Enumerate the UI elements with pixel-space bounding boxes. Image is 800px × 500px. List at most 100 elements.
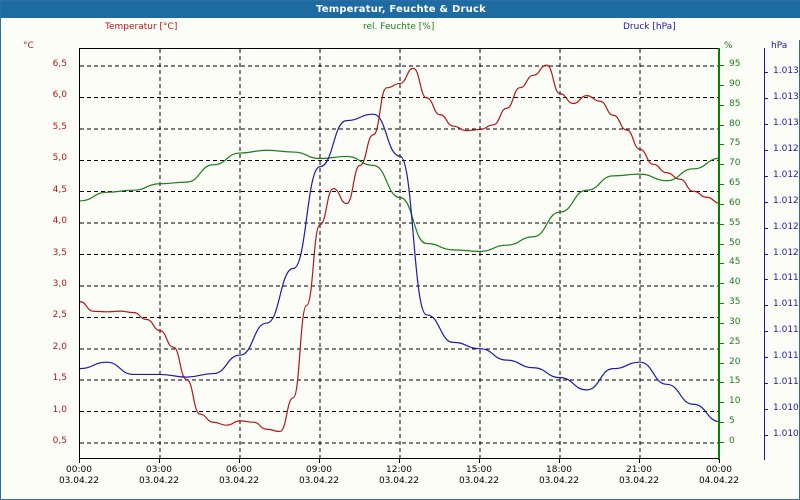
x-axis-date: 03.04.22 — [138, 476, 180, 486]
pressure-axis-tick: 1.010 — [773, 403, 799, 414]
x-axis-tick-mark — [719, 459, 720, 463]
humidity-axis-tick: 55 — [729, 217, 741, 228]
humidity-tick-mark — [720, 442, 724, 443]
pressure-tick-mark — [764, 98, 768, 99]
humidity-axis-tick: 0 — [729, 436, 735, 446]
humidity-tick-mark — [720, 402, 724, 403]
axis-unit-hpa: hPa — [771, 41, 788, 51]
humidity-axis-tick: 15 — [729, 376, 741, 387]
humidity-tick-mark — [720, 125, 724, 126]
axis-unit-percent: % — [724, 41, 733, 51]
humidity-tick-mark — [720, 363, 724, 364]
humidity-line — [79, 149, 721, 252]
humidity-tick-mark — [720, 343, 724, 344]
pressure-axis-tick: 1.013 — [773, 66, 799, 76]
axis-unit-celsius: °C — [23, 41, 34, 51]
pressure-tick-mark — [764, 383, 768, 384]
x-axis-time: 12:00 — [386, 465, 412, 475]
humidity-axis-tick: 10 — [729, 396, 741, 407]
pressure-axis-tick: 1.011 — [773, 273, 799, 284]
pressure-axis-tick: 1.011 — [773, 325, 799, 336]
x-axis-label: 03:00 03.04.22 — [129, 465, 189, 487]
humidity-axis-tick: 25 — [729, 336, 741, 347]
pressure-tick-mark — [764, 176, 768, 177]
x-axis-time: 06:00 — [226, 465, 252, 475]
pressure-axis-tick: 1.012 — [773, 169, 799, 180]
humidity-tick-mark — [720, 303, 724, 304]
pressure-tick-mark — [764, 331, 768, 332]
pressure-tick-mark — [764, 305, 768, 306]
pressure-tick-mark — [764, 279, 768, 280]
x-axis-label: 00:00 04.04.22 — [689, 465, 749, 487]
humidity-tick-mark — [720, 323, 724, 324]
pressure-tick-mark — [764, 435, 768, 436]
humidity-tick-mark — [720, 65, 724, 66]
x-axis-time: 21:00 — [626, 465, 652, 475]
temp-axis-tick: 2,0 — [52, 341, 67, 352]
x-axis-label: 18:00 03.04.22 — [529, 465, 589, 487]
pressure-axis-tick: 1.011 — [773, 299, 799, 310]
humidity-axis-tick: 75 — [729, 138, 741, 149]
x-axis-label: 15:00 03.04.22 — [449, 465, 509, 487]
x-axis-label: 09:00 03.04.22 — [289, 465, 349, 487]
pressure-axis-tick: 1.011 — [773, 377, 799, 388]
pressure-tick-mark — [764, 409, 768, 410]
window-title-bar: Temperatur, Feuchte & Druck — [1, 1, 800, 18]
pressure-tick-mark — [764, 254, 768, 255]
x-axis-time: 03:00 — [146, 465, 172, 475]
humidity-axis-tick: 65 — [729, 178, 741, 189]
x-axis-label: 21:00 03.04.22 — [609, 465, 669, 487]
temp-axis-tick: 6,5 — [52, 59, 67, 69]
humidity-axis-tick: 30 — [729, 316, 741, 327]
humidity-axis-tick: 90 — [729, 78, 741, 89]
x-axis-date: 03.04.22 — [298, 476, 340, 486]
pressure-tick-mark — [764, 150, 768, 151]
temp-axis-tick: 1,5 — [52, 373, 67, 384]
page-title: Temperatur, Feuchte & Druck — [316, 4, 486, 15]
humidity-axis-line — [718, 48, 720, 460]
chart-svg — [79, 49, 721, 460]
humidity-tick-mark — [720, 184, 724, 185]
x-axis-label: 00:00 03.04.22 — [49, 465, 109, 487]
humidity-axis-tick: 45 — [729, 257, 741, 268]
plot-area — [79, 48, 721, 460]
x-axis-date: 03.04.22 — [618, 476, 660, 486]
temp-axis-tick: 2,5 — [52, 310, 67, 321]
humidity-tick-mark — [720, 105, 724, 106]
temp-axis-tick: 3,0 — [52, 278, 67, 289]
temp-axis-tick: 3,5 — [52, 247, 67, 258]
x-axis-date: 03.04.22 — [538, 476, 580, 486]
legend-item-humidity: rel. Feuchte [%] — [363, 22, 435, 32]
humidity-axis-tick: 40 — [729, 277, 741, 288]
x-axis-tick-mark — [319, 459, 320, 463]
humidity-axis-tick: 5 — [729, 416, 735, 427]
humidity-axis-tick: 80 — [729, 118, 741, 129]
pressure-axis-tick: 1.013 — [773, 117, 799, 128]
humidity-tick-mark — [720, 164, 724, 165]
x-axis-time: 18:00 — [546, 465, 572, 475]
x-axis-label: 12:00 03.04.22 — [369, 465, 429, 487]
humidity-tick-mark — [720, 144, 724, 145]
x-axis-tick-mark — [479, 459, 480, 463]
x-axis-time: 15:00 — [466, 465, 492, 475]
pressure-axis-tick: 1.012 — [773, 247, 799, 258]
humidity-axis-tick: 70 — [729, 158, 741, 169]
pressure-axis-tick: 1.011 — [773, 351, 799, 362]
humidity-axis-tick: 50 — [729, 237, 741, 248]
x-axis-date: 04.04.22 — [698, 476, 740, 486]
pressure-axis-tick: 1.012 — [773, 143, 799, 154]
pressure-axis-tick: 1.012 — [773, 195, 799, 206]
x-axis-tick-mark — [159, 459, 160, 463]
x-axis-tick-mark — [399, 459, 400, 463]
x-axis-tick-mark — [239, 459, 240, 463]
humidity-tick-mark — [720, 204, 724, 205]
legend-item-pressure: Druck [hPa] — [623, 22, 676, 32]
humidity-axis-tick: 60 — [729, 197, 741, 208]
x-axis-date: 03.04.22 — [218, 476, 260, 486]
plot-canvas — [79, 49, 721, 460]
humidity-tick-mark — [720, 283, 724, 284]
humidity-tick-mark — [720, 382, 724, 383]
pressure-tick-mark — [764, 228, 768, 229]
x-axis-time: 00:00 — [706, 465, 732, 475]
